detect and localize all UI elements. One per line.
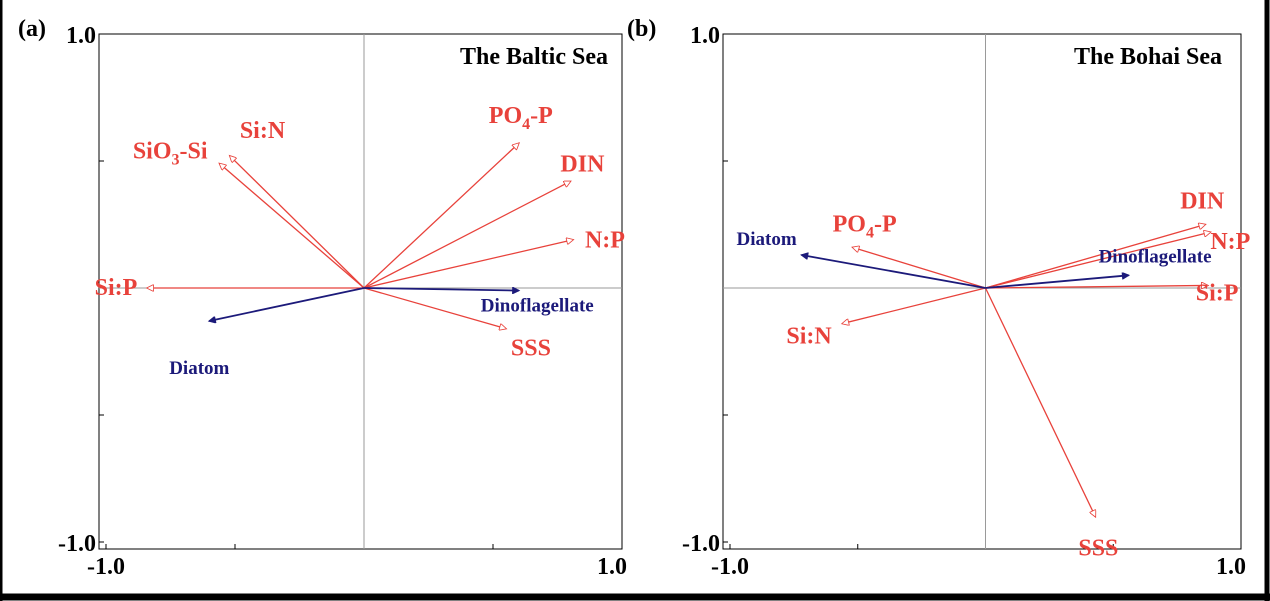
x-tick-label-left: -1.0 xyxy=(711,554,749,580)
arrow-sss xyxy=(363,287,506,329)
arrow-diatom xyxy=(802,255,986,289)
arrow-dinoflagellate xyxy=(985,275,1129,289)
arrow-si-n xyxy=(230,156,365,289)
arrows: DIN N:P PO4-P Si:P Si:N SSS Dinoflagellate Diat… xyxy=(737,189,1251,562)
arrow-diatom xyxy=(209,287,365,321)
arrow-n-p xyxy=(985,232,1211,289)
arrow-dinoflagellate xyxy=(363,288,519,291)
arrow-label-si-n: Si:N xyxy=(240,118,286,144)
arrow-sio3-si xyxy=(220,164,365,289)
arrow-si-p xyxy=(985,285,1208,288)
arrow-label-po4-p: PO4-P xyxy=(489,103,553,133)
arrow-label-si-p: Si:P xyxy=(1196,280,1239,306)
panels: 1.0-1.0-1.0 1.0(a)The Baltic SeaSi:NSiO3-… xyxy=(18,16,1250,580)
plot-area xyxy=(98,33,623,550)
arrow-si-n xyxy=(842,287,986,324)
arrow-label-diatom: Diatom xyxy=(737,229,797,250)
x-tick-label-right: 1.0 xyxy=(1216,554,1246,580)
arrow-label-po4-p: PO4-P xyxy=(833,211,897,241)
arrow-po4-p xyxy=(363,143,519,289)
y-tick-label-top: 1.0 xyxy=(690,23,720,49)
arrow-sss xyxy=(984,287,1096,517)
arrow-din xyxy=(985,225,1206,289)
arrow-n-p xyxy=(363,240,573,289)
arrow-label-sss: SSS xyxy=(511,336,551,362)
panel-title: The Bohai Sea xyxy=(1074,44,1222,70)
arrow-label-si-p: Si:P xyxy=(95,275,138,301)
arrow-label-diatom: Diatom xyxy=(169,358,229,379)
arrow-label-sio3-si: SiO3-Si xyxy=(133,139,208,169)
y-tick-label-bottom: -1.0 xyxy=(682,531,720,557)
arrow-din xyxy=(363,181,570,289)
x-tick-label-right: 1.0 xyxy=(597,554,627,580)
panel-title: The Baltic Sea xyxy=(460,44,608,70)
arrow-label-din: DIN xyxy=(1180,189,1225,215)
arrow-po4-p xyxy=(853,247,986,289)
arrow-label-dinoflagellate: Dinoflagellate xyxy=(481,296,594,317)
panel-a: 1.0 -1.0-1.0 1.0 (a) The Baltic Sea Si:N SiO3-… xyxy=(18,16,627,580)
arrow-label-si-n: Si:N xyxy=(786,324,832,350)
y-tick-label-top: 1.0 xyxy=(66,23,96,49)
arrow-label-din: DIN xyxy=(560,151,605,177)
panel-label: (a) xyxy=(18,16,46,42)
x-tick-label-left: -1.0 xyxy=(87,554,125,580)
panel-b: 1.0 -1.0-1.0 1.0 (b) The Bohai Sea DIN N:P PO4-… xyxy=(627,16,1250,580)
arrow-label-n-p: N:P xyxy=(585,228,625,254)
y-tick-label-bottom: -1.0 xyxy=(58,531,96,557)
arrow-label-dinoflagellate: Dinoflagellate xyxy=(1099,246,1212,267)
arrows: Si:N SiO3-Si PO4-P DIN N:P Si:P SSS Dinoflagell… xyxy=(95,103,625,379)
panel-label: (b) xyxy=(627,16,656,42)
arrow-label-sss: SSS xyxy=(1078,536,1118,562)
arrow-label-n-p: N:P xyxy=(1210,229,1250,255)
plot-area xyxy=(722,33,1242,550)
